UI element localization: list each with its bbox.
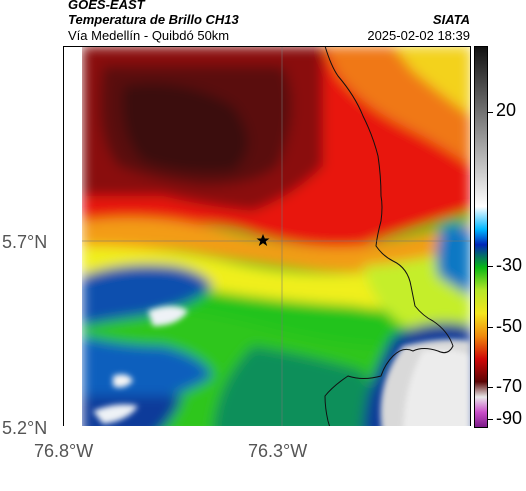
datetime-label: 2025-02-02 18:39: [367, 28, 470, 43]
colorbar-label-minus70: -70: [496, 376, 523, 396]
colorbar-tick: [488, 419, 493, 420]
location-subtitle: Vía Medellín - Quibdó 50km: [68, 28, 230, 43]
colorbar-label-minus90: -90: [496, 408, 523, 428]
lon-label-76-3: 76.3°W: [248, 441, 308, 461]
lat-label-5-7: 5.7°N: [2, 232, 48, 252]
colorbar-label-minus50: -50: [496, 316, 523, 336]
colorbar-label-20: 20: [496, 100, 517, 120]
colorbar-tick: [488, 266, 493, 267]
org-label: SIATA: [432, 12, 470, 27]
colorbar-tick: [488, 387, 493, 388]
colorbar: [474, 46, 488, 428]
satellite-title: GOES-EAST: [68, 0, 145, 12]
lon-label-76-8: 76.8°W: [34, 441, 94, 461]
colorbar-tick: [488, 327, 493, 328]
colorbar-tick: [488, 112, 493, 113]
colorbar-label-minus30: -30: [496, 255, 523, 275]
lat-label-5-2: 5.2°N: [2, 418, 48, 438]
product-title: Temperatura de Brillo CH13: [68, 12, 239, 27]
star-icon: [256, 234, 270, 246]
brightness-temperature-map: [63, 46, 471, 426]
